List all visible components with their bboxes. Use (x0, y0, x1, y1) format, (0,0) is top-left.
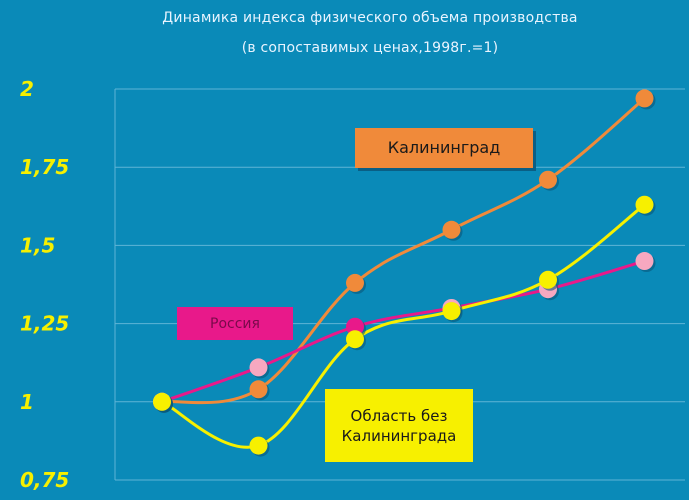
marker-kaliningrad-2 (346, 273, 364, 292)
marker-kaliningrad-4 (539, 170, 557, 189)
marker-kaliningrad-1 (249, 380, 268, 399)
marker-russia-1 (249, 358, 268, 377)
legend-kaliningrad: Калининград (355, 128, 533, 168)
legend-oblast: Область без Калининграда (325, 389, 473, 462)
series-markers (153, 89, 656, 457)
series-line-russia (161, 259, 645, 404)
y-tick-label-4: 1 (20, 390, 34, 414)
marker-oblast-1 (249, 436, 268, 455)
marker-kaliningrad-3 (442, 220, 461, 239)
y-tick-label-3: 1,25 (20, 312, 69, 336)
marker-oblast-5 (635, 195, 654, 214)
chart-title-line2: (в сопоставимых ценах,1998г.=1) (241, 40, 499, 56)
marker-russia-5 (635, 252, 654, 271)
legend-russia: Россия (177, 307, 293, 340)
marker-oblast-3 (442, 302, 461, 321)
legend-russia-label: Россия (210, 315, 260, 332)
y-tick-label-5: 0,75 (20, 468, 69, 492)
legend-oblast-label-line2: Калининграда (341, 426, 457, 445)
marker-oblast-0 (153, 392, 171, 411)
legend-kaliningrad-label: Калининград (387, 138, 501, 157)
legend-oblast-label-line1: Область без (350, 406, 448, 425)
marker-kaliningrad-5 (635, 89, 654, 108)
marker-oblast-4 (539, 270, 557, 289)
y-tick-label-1: 1,75 (20, 155, 69, 179)
y-tick-label-2: 1,5 (20, 233, 55, 257)
chart-title-line1: Динамика индекса физического объема прои… (162, 10, 578, 26)
y-tick-labels: 2 1,75 1,5 1,25 1 0,75 (20, 77, 69, 492)
y-tick-label-0: 2 (20, 77, 34, 101)
grid-layer (114, 88, 685, 481)
marker-oblast-2 (346, 330, 364, 349)
marker-russia-2 (346, 317, 364, 336)
